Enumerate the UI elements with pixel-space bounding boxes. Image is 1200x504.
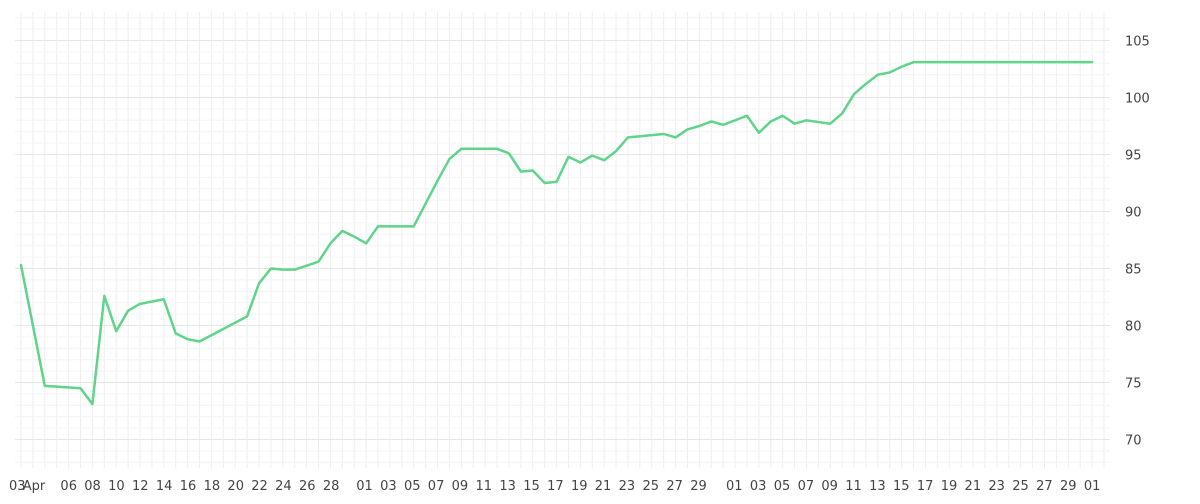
x-tick-label: 01	[356, 479, 373, 494]
x-tick-label: Apr	[23, 479, 46, 494]
x-tick-label: 18	[204, 479, 221, 494]
y-tick-label: 95	[1125, 149, 1142, 164]
x-tick-label: 12	[132, 479, 149, 494]
y-tick-label: 75	[1125, 377, 1142, 392]
x-tick-label: 09	[452, 479, 469, 494]
y-tick-label: 100	[1125, 92, 1150, 107]
x-tick-label: 06	[60, 479, 77, 494]
x-tick-label: 05	[404, 479, 421, 494]
x-tick-label: 24	[275, 479, 292, 494]
x-tick-label: 01	[1084, 479, 1101, 494]
x-tick-label: 11	[476, 479, 493, 494]
x-tick-label: 25	[643, 479, 660, 494]
y-tick-label: 70	[1125, 434, 1142, 449]
y-axis-ticks: 70 75 80 85 90 95 100 105	[1125, 35, 1150, 449]
x-tick-label: 17	[547, 479, 564, 494]
x-tick-label: 27	[666, 479, 683, 494]
x-tick-label: 25	[1012, 479, 1029, 494]
x-tick-label: 13	[869, 479, 886, 494]
x-tick-label: 29	[690, 479, 707, 494]
x-tick-label: 10	[108, 479, 125, 494]
x-tick-label: 07	[798, 479, 815, 494]
x-tick-label: 26	[299, 479, 316, 494]
x-tick-label: 19	[941, 479, 958, 494]
x-tick-label: 16	[180, 479, 197, 494]
x-tick-label: 23	[619, 479, 636, 494]
x-tick-label: 22	[251, 479, 268, 494]
x-tick-label: 11	[845, 479, 862, 494]
x-tick-label: 08	[84, 479, 101, 494]
x-tick-label: 19	[571, 479, 588, 494]
y-tick-label: 105	[1125, 35, 1150, 50]
x-tick-label: 09	[821, 479, 838, 494]
x-tick-label: 03	[9, 479, 26, 494]
y-tick-label: 90	[1125, 206, 1142, 221]
x-tick-label: 03	[750, 479, 767, 494]
x-tick-label: 05	[774, 479, 791, 494]
x-tick-label: 14	[156, 479, 173, 494]
x-tick-label: 03	[380, 479, 397, 494]
x-tick-label: 27	[1036, 479, 1053, 494]
x-tick-label: 21	[965, 479, 982, 494]
grid	[15, 12, 1110, 468]
x-tick-label: 13	[499, 479, 516, 494]
x-tick-label: 21	[595, 479, 612, 494]
x-tick-label: 15	[523, 479, 540, 494]
series-line	[19, 60, 1094, 406]
x-tick-label: 23	[988, 479, 1005, 494]
x-tick-label: 17	[917, 479, 934, 494]
x-tick-label: 29	[1060, 479, 1077, 494]
y-tick-label: 85	[1125, 263, 1142, 278]
y-tick-label: 80	[1125, 320, 1142, 335]
x-tick-label: 20	[227, 479, 244, 494]
x-tick-label: 15	[893, 479, 910, 494]
x-tick-label: 07	[428, 479, 445, 494]
x-tick-label: 28	[323, 479, 340, 494]
series-layer	[19, 60, 1094, 406]
x-tick-label: 01	[726, 479, 743, 494]
